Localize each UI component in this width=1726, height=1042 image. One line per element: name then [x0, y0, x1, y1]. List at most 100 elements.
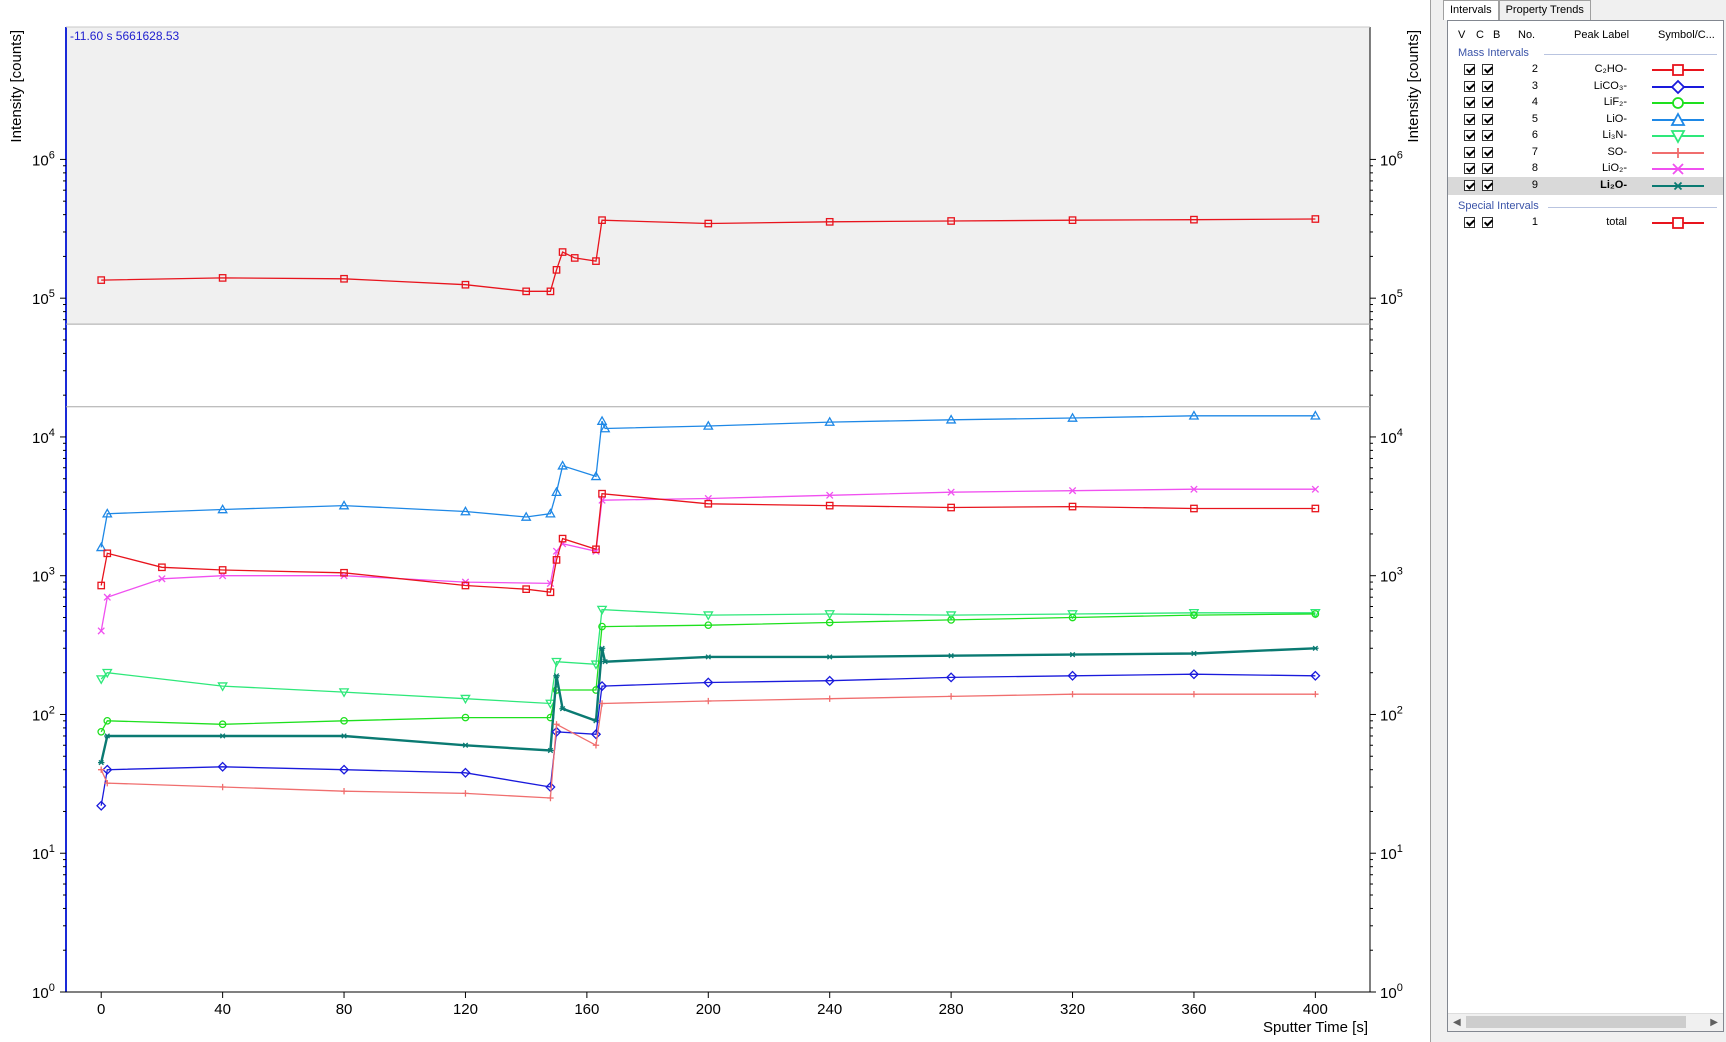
data-point [599, 423, 611, 433]
peak-label: LiCO₃- [1593, 79, 1627, 92]
intervals-list[interactable]: V C B No. Peak Label Symbol/C... Mass In… [1447, 20, 1724, 1032]
peak-label: Li₃N- [1602, 129, 1627, 141]
interval-row[interactable]: 3 LiCO₃- [1448, 78, 1723, 96]
plot-panel[interactable]: 0 40 80 120 160 200 240 280 320 360 400 Sputter Tim… [0, 0, 1431, 1042]
color-checkbox[interactable] [1482, 217, 1493, 228]
data-point [824, 610, 836, 620]
scroll-right-icon[interactable]: ▶ [1710, 1017, 1718, 1028]
header-no[interactable]: No. [1518, 29, 1536, 41]
interval-row[interactable]: 4 LiF₂- [1448, 94, 1723, 112]
scroll-left-icon[interactable]: ◀ [1453, 1017, 1461, 1028]
data-point [1310, 410, 1321, 420]
tab-property-trends[interactable]: Property Trends [1498, 0, 1591, 20]
color-checkbox[interactable] [1482, 146, 1493, 158]
data-point [338, 764, 350, 775]
data-point [522, 585, 531, 594]
visible-checkbox[interactable] [1464, 64, 1475, 75]
data-point [552, 556, 561, 564]
data-point [158, 563, 166, 572]
data-point [340, 274, 348, 283]
series-line [100, 693, 1316, 799]
visible-checkbox[interactable] [1464, 97, 1475, 108]
section-mass-intervals: Mass Intervals [1458, 47, 1529, 59]
x-tick-label: 80 [336, 1001, 353, 1018]
peak-label: total [1606, 216, 1627, 228]
y-tick-label-right: 105 [1380, 288, 1403, 308]
data-point [461, 581, 470, 590]
color-checkbox[interactable] [1482, 80, 1493, 92]
data-point [547, 747, 554, 754]
data-point [1190, 504, 1198, 513]
plus-marker [1673, 147, 1683, 158]
data-point [1312, 690, 1319, 698]
data-point [460, 694, 471, 705]
data-point [1069, 690, 1076, 698]
series-line [100, 613, 1316, 733]
data-point [947, 693, 955, 700]
visible-checkbox[interactable] [1464, 113, 1475, 125]
color-checkbox[interactable] [1482, 113, 1493, 125]
x-tick-label: 200 [696, 1001, 721, 1018]
interval-row[interactable]: 8 LiO₂- [1448, 160, 1723, 178]
visible-checkbox[interactable] [1464, 146, 1475, 158]
data-point [552, 266, 561, 274]
interval-number: 7 [1531, 145, 1538, 158]
data-point [1190, 690, 1198, 698]
interval-row[interactable]: 7 SO- [1448, 144, 1723, 162]
scroll-thumb[interactable] [1466, 1016, 1686, 1028]
data-point [704, 621, 713, 630]
data-point [219, 733, 226, 739]
interval-row[interactable]: 2 C₂HO- [1448, 61, 1723, 79]
data-point [98, 766, 105, 773]
peak-label: SO- [1607, 145, 1627, 158]
interval-row[interactable]: 9 Li₂O- [1448, 176, 1723, 195]
data-point [218, 566, 227, 574]
header-symbol[interactable]: Symbol/C... [1658, 29, 1715, 41]
data-point [705, 697, 712, 705]
y-axis-label-left: Intensity [counts] [8, 30, 25, 143]
series-triangle-up [95, 410, 1321, 552]
color-checkbox[interactable] [1482, 163, 1493, 174]
data-point [558, 248, 567, 256]
diamond-icon [1652, 79, 1704, 94]
data-point [825, 501, 834, 510]
header-peak-label[interactable]: Peak Label [1574, 29, 1630, 41]
interval-row[interactable]: 1 total [1448, 214, 1723, 232]
data-point [1067, 670, 1078, 681]
data-point [947, 503, 955, 512]
visible-checkbox[interactable] [1464, 80, 1475, 92]
triangle-down-marker [1670, 130, 1686, 144]
interval-row[interactable]: 6 Li₃N- [1448, 127, 1723, 145]
peak-label: C₂HO- [1594, 63, 1627, 75]
data-point [824, 675, 835, 686]
visible-checkbox[interactable] [1464, 217, 1475, 228]
color-checkbox[interactable] [1482, 64, 1493, 75]
header-v[interactable]: V [1458, 29, 1466, 41]
color-checkbox[interactable] [1482, 179, 1493, 191]
header-b[interactable]: B [1493, 29, 1501, 41]
series-square [97, 489, 1320, 597]
series-line [100, 608, 1316, 705]
color-checkbox[interactable] [1482, 130, 1493, 141]
header-c[interactable]: C [1476, 29, 1484, 41]
square-marker [1672, 217, 1684, 229]
visible-checkbox[interactable] [1464, 130, 1475, 141]
tab-intervals[interactable]: Intervals [1443, 0, 1499, 20]
x-tick-label: 40 [214, 1001, 231, 1018]
tab-strip: Intervals Property Trends [1443, 0, 1591, 20]
series-star [98, 645, 1319, 766]
data-point [158, 575, 166, 583]
data-point [825, 217, 834, 226]
horizontal-scrollbar[interactable]: ◀ ▶ [1448, 1013, 1723, 1031]
interval-row[interactable]: 5 LiO- [1448, 111, 1723, 129]
y-tick-label-left: 104 [32, 427, 55, 447]
visible-checkbox[interactable] [1464, 163, 1475, 174]
data-point [545, 508, 556, 518]
visible-checkbox[interactable] [1464, 179, 1475, 191]
data-point [1190, 485, 1198, 493]
series-line [100, 647, 1316, 763]
data-point [947, 616, 955, 624]
triangle-up-marker [1670, 111, 1686, 126]
color-checkbox[interactable] [1482, 97, 1493, 108]
